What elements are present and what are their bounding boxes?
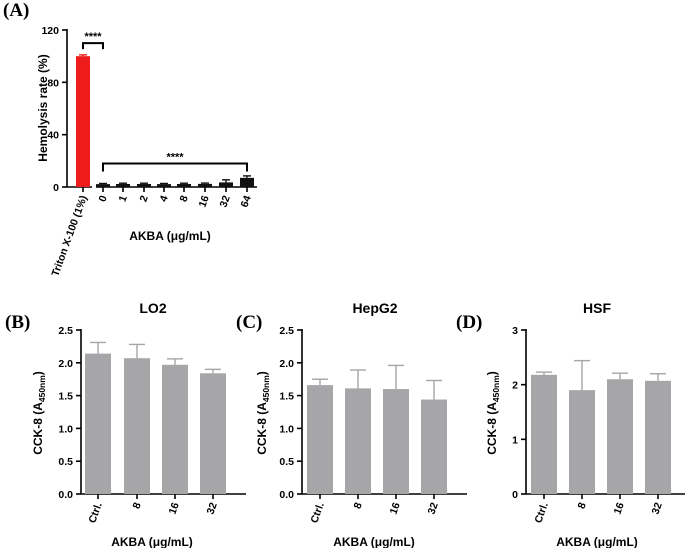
hepg2-y-tick-label: 0.5: [279, 456, 294, 468]
hemolysis-x-tick-label: 0: [97, 194, 110, 204]
lo2-x-tick-label: 8: [131, 501, 144, 511]
hemolysis-x-tick-label: 8: [178, 194, 191, 204]
hepg2-x-tick-label: Ctrl.: [308, 501, 326, 525]
hemolysis-x-tick-label: 1: [117, 194, 130, 204]
hemolysis-bar: [240, 177, 254, 187]
hsf-y-axis-label-sub: 450nm: [491, 375, 501, 402]
hepg2-y-axis-label: CCK-8 (A450nm): [255, 371, 271, 455]
hsf-x-tick-label: Ctrl.: [532, 501, 550, 525]
lo2-chart-title: LO2: [139, 300, 166, 316]
hemolysis-x-tick-label: 64: [239, 194, 254, 209]
hemolysis-y-axis-label: Hemolysis rate (%): [36, 54, 50, 161]
hemolysis-y-tick-label: 40: [47, 130, 59, 142]
hemolysis-x-axis-label: AKBA (μg/mL): [129, 229, 211, 243]
lo2-y-tick-label: 0.0: [58, 489, 73, 501]
hepg2-chart: HepG2 CCK-8 (A450nm) AKBA (μg/mL) 0.0 0.5…: [255, 300, 467, 548]
hsf-bar: [645, 380, 671, 494]
lo2-y-tick-label: 1.5: [58, 391, 73, 403]
significance-label: ****: [84, 31, 102, 43]
hepg2-chart-title: HepG2: [352, 300, 397, 316]
hepg2-y-tick-label: 2.0: [279, 358, 294, 370]
panel-letter-a: (A): [3, 0, 29, 21]
hemolysis-bar: [157, 184, 171, 187]
hsf-x-tick-label: 8: [576, 501, 589, 511]
significance-label: ****: [166, 151, 184, 163]
hsf-x-tick-label: 32: [650, 501, 665, 516]
hepg2-y-tick-label: 2.5: [279, 325, 294, 337]
hsf-chart-title: HSF: [583, 300, 611, 316]
hepg2-bar: [307, 385, 333, 494]
hemolysis-x-tick-label: 32: [218, 194, 233, 209]
hsf-y-tick-label: 1: [512, 434, 518, 446]
lo2-x-tick-label: Ctrl.: [86, 501, 104, 525]
hsf-bar: [569, 390, 595, 494]
hemolysis-bar: [76, 56, 90, 187]
lo2-y-tick-label: 0.5: [58, 456, 73, 468]
lo2-y-axis-label-main: CCK-8 (A: [31, 402, 45, 455]
hsf-y-tick-label: 2: [512, 380, 518, 392]
lo2-x-tick-label: 16: [167, 501, 182, 516]
hepg2-x-tick-label: 16: [388, 501, 403, 516]
panel-letter-d: (D): [456, 312, 482, 333]
hepg2-y-tick-label: 1.5: [279, 391, 294, 403]
hemolysis-bar: [219, 182, 233, 187]
hemolysis-bar: [198, 183, 212, 187]
lo2-x-tick-label: 32: [205, 501, 220, 516]
hemolysis-y-tick-label: 80: [47, 77, 59, 89]
hsf-x-axis-label: AKBA (μg/mL): [556, 535, 638, 548]
hepg2-y-tick-label: 0.0: [279, 489, 294, 501]
hsf-y-axis-label-main: CCK-8 (A: [485, 402, 499, 455]
hemolysis-bar: [96, 184, 110, 187]
hemolysis-bar: [137, 183, 151, 187]
hsf-chart: HSF CCK-8 (A450nm) AKBA (μg/mL) 0 1 2 3 Ctrl…: [485, 300, 685, 548]
hsf-x-tick-label: 16: [612, 501, 627, 516]
lo2-chart: LO2 CCK-8 (A450nm) AKBA (μg/mL) 0.0 0.5 1.…: [31, 300, 246, 548]
lo2-y-axis-label-end: ): [31, 371, 45, 375]
lo2-bar: [162, 364, 188, 494]
hemolysis-bar: [116, 183, 130, 187]
hsf-y-tick-label: 0: [512, 489, 518, 501]
lo2-y-axis-label: CCK-8 (A450nm): [31, 371, 47, 455]
hemolysis-y-tick-label: 120: [41, 25, 59, 37]
hepg2-x-tick-label: 8: [352, 501, 365, 511]
lo2-bar: [85, 353, 111, 494]
hepg2-x-axis-label: AKBA (μg/mL): [333, 535, 415, 548]
lo2-bar: [124, 358, 150, 494]
hepg2-y-tick-label: 1.0: [279, 423, 294, 435]
significance-bracket: [102, 162, 248, 172]
hepg2-y-axis-label-end: ): [255, 371, 269, 375]
hemolysis-x-tick-label: 2: [138, 194, 151, 204]
hepg2-x-tick-label: 32: [426, 501, 441, 516]
lo2-y-tick-label: 2.0: [58, 358, 73, 370]
lo2-y-tick-label: 1.0: [58, 423, 73, 435]
hsf-y-axis-label-end: ): [485, 371, 499, 375]
hemolysis-bar: [177, 183, 191, 187]
hepg2-y-axis-label-sub: 450nm: [261, 375, 271, 402]
hsf-bar: [607, 379, 633, 494]
hemolysis-x-tick-label: 16: [197, 194, 212, 209]
hemolysis-y-tick-label: 0: [53, 182, 59, 194]
panel-letter-c: (C): [236, 312, 262, 333]
lo2-bar: [200, 373, 226, 494]
significance-bracket: [82, 42, 104, 50]
lo2-y-tick-label: 2.5: [58, 325, 73, 337]
hepg2-bar: [383, 389, 409, 494]
hemolysis-x-tick-label: Triton X-100 (1%): [49, 194, 89, 278]
hsf-y-axis-label: CCK-8 (A450nm): [485, 371, 501, 455]
panel-letter-b: (B): [5, 312, 30, 333]
hepg2-bar: [345, 388, 371, 494]
hepg2-bar: [421, 399, 447, 494]
hepg2-y-axis-label-main: CCK-8 (A: [255, 402, 269, 455]
lo2-y-axis-label-sub: 450nm: [37, 375, 47, 402]
hsf-bar: [531, 374, 557, 494]
lo2-x-axis-label: AKBA (μg/mL): [111, 535, 193, 548]
hemolysis-chart: Hemolysis rate (%) AKBA (μg/mL) 04080120…: [36, 25, 257, 278]
hsf-y-tick-label: 3: [512, 325, 518, 337]
hemolysis-x-tick-label: 4: [158, 194, 171, 204]
